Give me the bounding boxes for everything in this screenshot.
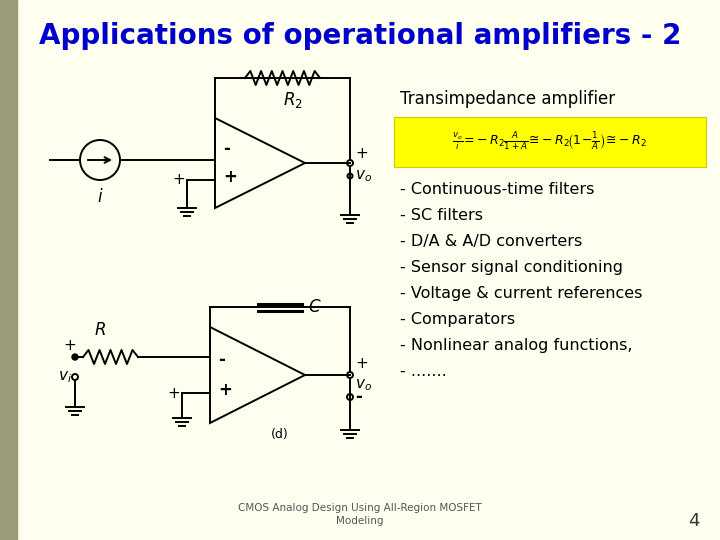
Text: -: - (223, 140, 230, 158)
Text: $v_o$: $v_o$ (355, 377, 372, 393)
Text: -: - (355, 388, 362, 406)
Text: - D/A & A/D converters: - D/A & A/D converters (400, 234, 582, 249)
Text: +: + (223, 168, 237, 186)
Text: -: - (218, 351, 225, 369)
Circle shape (72, 354, 78, 360)
Text: +: + (168, 386, 181, 401)
Text: Applications of operational amplifiers - 2: Applications of operational amplifiers -… (39, 22, 681, 50)
Text: $\frac{v_o}{i}\!=\!-R_2\frac{A}{1+A}\!\cong\!-R_2\!\left(1\!-\!\frac{1}{A}\right: $\frac{v_o}{i}\!=\!-R_2\frac{A}{1+A}\!\c… (452, 131, 647, 153)
Text: C: C (308, 298, 320, 316)
Text: - Continuous-time filters: - Continuous-time filters (400, 182, 595, 197)
Text: $R_2$: $R_2$ (282, 90, 302, 110)
Text: - Voltage & current references: - Voltage & current references (400, 286, 642, 301)
Text: - Comparators: - Comparators (400, 312, 515, 327)
FancyBboxPatch shape (394, 117, 706, 167)
Text: - Nonlinear analog functions,: - Nonlinear analog functions, (400, 338, 632, 353)
Text: CMOS Analog Design Using All-Region MOSFET
Modeling: CMOS Analog Design Using All-Region MOSF… (238, 503, 482, 526)
Text: Transimpedance amplifier: Transimpedance amplifier (400, 90, 615, 108)
Text: +: + (355, 355, 368, 370)
Text: $v_o$: $v_o$ (355, 168, 372, 184)
Text: $v_i$: $v_i$ (58, 369, 72, 384)
Text: i: i (98, 188, 102, 206)
Text: - .......: - ....... (400, 364, 446, 379)
Text: (d): (d) (271, 428, 289, 441)
Text: +: + (63, 338, 76, 353)
Bar (0, 0, 17, 540)
Text: +: + (355, 145, 368, 160)
Text: +: + (173, 172, 185, 187)
Text: +: + (218, 381, 232, 399)
Text: R: R (95, 321, 107, 339)
Text: - Sensor signal conditioning: - Sensor signal conditioning (400, 260, 623, 275)
Text: - SC filters: - SC filters (400, 208, 483, 223)
Text: 4: 4 (688, 512, 700, 530)
